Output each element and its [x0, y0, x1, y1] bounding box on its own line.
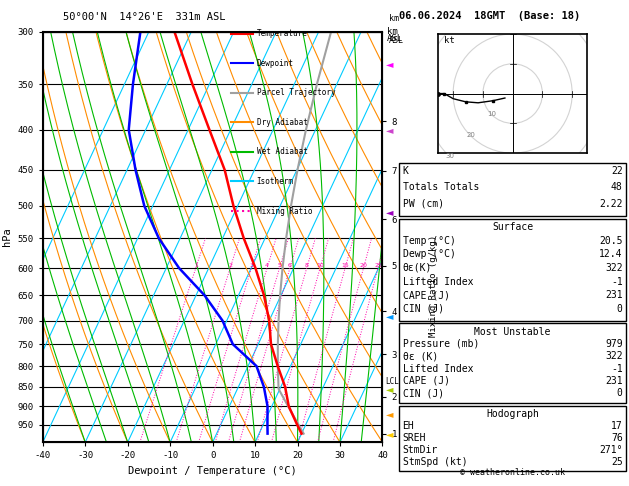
Text: 0: 0	[617, 304, 623, 314]
Text: θε (K): θε (K)	[403, 351, 438, 361]
Text: 10: 10	[316, 263, 324, 268]
Text: Hodograph: Hodograph	[486, 409, 539, 419]
Text: ASL: ASL	[389, 35, 404, 45]
Text: © weatheronline.co.uk: © weatheronline.co.uk	[460, 468, 565, 477]
Text: 25: 25	[611, 457, 623, 467]
Text: Isotherm: Isotherm	[257, 177, 294, 186]
Text: 1: 1	[194, 263, 198, 268]
Text: CAPE (J): CAPE (J)	[403, 376, 450, 386]
Text: 48: 48	[611, 182, 623, 192]
Text: 322: 322	[605, 263, 623, 273]
Text: ◄: ◄	[386, 208, 393, 218]
Text: 2.22: 2.22	[599, 199, 623, 208]
Text: -1: -1	[611, 277, 623, 287]
Text: 6: 6	[288, 263, 292, 268]
Text: Most Unstable: Most Unstable	[474, 327, 551, 337]
Text: 271°: 271°	[599, 445, 623, 455]
Text: θε(K): θε(K)	[403, 263, 432, 273]
Text: 06.06.2024  18GMT  (Base: 18): 06.06.2024 18GMT (Base: 18)	[399, 11, 581, 21]
Text: 20: 20	[467, 132, 476, 138]
Text: 50°00'N  14°26'E  331m ASL: 50°00'N 14°26'E 331m ASL	[63, 12, 225, 22]
Text: SREH: SREH	[403, 433, 426, 443]
Text: 20.5: 20.5	[599, 236, 623, 246]
Text: StmDir: StmDir	[403, 445, 438, 455]
Text: Totals Totals: Totals Totals	[403, 182, 479, 192]
Text: 4: 4	[265, 263, 269, 268]
Text: Lifted Index: Lifted Index	[403, 277, 473, 287]
Text: 22: 22	[611, 166, 623, 176]
Text: km: km	[389, 15, 399, 23]
Text: Dewpoint: Dewpoint	[257, 59, 294, 68]
Text: 0: 0	[617, 388, 623, 398]
Text: K: K	[403, 166, 408, 176]
Text: Dewp (°C): Dewp (°C)	[403, 249, 455, 260]
Y-axis label: hPa: hPa	[2, 227, 12, 246]
Text: PW (cm): PW (cm)	[403, 199, 443, 208]
Text: ◄: ◄	[386, 125, 393, 135]
Text: -1: -1	[611, 364, 623, 374]
Text: 12.4: 12.4	[599, 249, 623, 260]
Text: ASL: ASL	[387, 34, 403, 43]
Text: Parcel Trajectory: Parcel Trajectory	[257, 88, 335, 97]
Text: 10: 10	[487, 111, 496, 118]
Text: ◄: ◄	[386, 59, 393, 69]
Text: ◄: ◄	[386, 409, 393, 419]
Text: ◄: ◄	[386, 311, 393, 321]
Text: ◄: ◄	[386, 429, 393, 439]
Text: 20: 20	[360, 263, 367, 268]
Text: 25: 25	[374, 263, 382, 268]
Text: CIN (J): CIN (J)	[403, 304, 443, 314]
Text: Surface: Surface	[492, 222, 533, 232]
Text: 231: 231	[605, 290, 623, 300]
Text: LCL: LCL	[386, 378, 399, 386]
Text: 5: 5	[277, 263, 281, 268]
Text: Wet Adiabat: Wet Adiabat	[257, 147, 308, 156]
Text: EH: EH	[403, 421, 415, 431]
Text: Mixing Ratio: Mixing Ratio	[257, 207, 312, 216]
Text: 15: 15	[342, 263, 349, 268]
Text: ◄: ◄	[386, 384, 393, 394]
Text: km: km	[387, 27, 398, 36]
Text: 8: 8	[305, 263, 309, 268]
Text: 17: 17	[611, 421, 623, 431]
Text: Lifted Index: Lifted Index	[403, 364, 473, 374]
Text: Pressure (mb): Pressure (mb)	[403, 339, 479, 349]
Text: CIN (J): CIN (J)	[403, 388, 443, 398]
Text: kt: kt	[444, 36, 455, 45]
Text: 30: 30	[445, 153, 455, 159]
Text: 3: 3	[250, 263, 253, 268]
Text: CAPE (J): CAPE (J)	[403, 290, 450, 300]
Text: 322: 322	[605, 351, 623, 361]
Text: Temperature: Temperature	[257, 29, 308, 38]
Text: Mixing Ratio (g/kg): Mixing Ratio (g/kg)	[429, 235, 438, 337]
Text: StmSpd (kt): StmSpd (kt)	[403, 457, 467, 467]
Text: 231: 231	[605, 376, 623, 386]
Text: 979: 979	[605, 339, 623, 349]
Text: 2: 2	[228, 263, 232, 268]
Text: Dry Adiabat: Dry Adiabat	[257, 118, 308, 127]
X-axis label: Dewpoint / Temperature (°C): Dewpoint / Temperature (°C)	[128, 466, 297, 476]
Text: 76: 76	[611, 433, 623, 443]
Text: Temp (°C): Temp (°C)	[403, 236, 455, 246]
